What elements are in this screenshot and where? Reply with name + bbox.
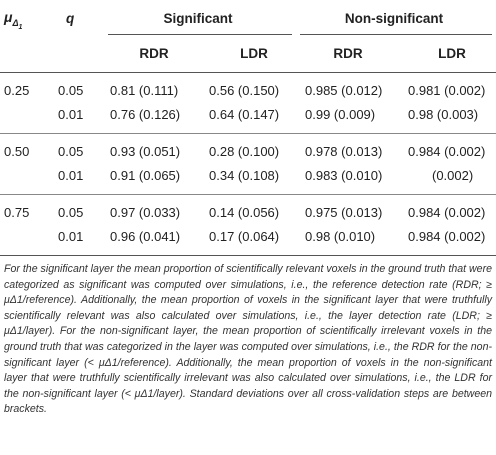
header-non-significant: Non-significant [344,11,444,26]
row-3-q: 0.01 [58,168,84,183]
row-4-non-ldr: 0.984 (0.002) [408,205,486,220]
group-rule-2 [0,194,496,195]
row-2-q: 0.05 [58,144,84,159]
row-5-non-ldr: 0.984 (0.002) [408,229,486,244]
row-4-mu: 0.75 [4,205,30,220]
row-4-non-rdr: 0.975 (0.013) [305,205,383,220]
row-0-non-ldr: 0.981 (0.002) [408,83,486,98]
row-0-q: 0.05 [58,83,84,98]
row-1-sig-ldr: 0.64 (0.147) [209,107,280,122]
header-significant: Significant [163,11,233,26]
row-0-mu: 0.25 [4,83,30,98]
table-footnote: For the significant layer the mean propo… [4,263,492,416]
row-1-q: 0.01 [58,107,84,122]
row-4-q: 0.05 [58,205,84,220]
table-bottom-rule [0,255,496,256]
row-5-non-rdr: 0.98 (0.010) [305,229,376,244]
row-4-sig-ldr: 0.14 (0.056) [209,205,280,220]
row-5-q: 0.01 [58,229,84,244]
header-sig-ldr: LDR [240,46,268,61]
row-2-non-rdr: 0.978 (0.013) [305,144,383,159]
row-2-sig-ldr: 0.28 (0.100) [209,144,280,159]
row-5-sig-ldr: 0.17 (0.064) [209,229,280,244]
row-1-non-rdr: 0.99 (0.009) [305,107,376,122]
group-underline-non-significant [300,34,492,35]
row-2-non-ldr: 0.984 (0.002) [408,144,486,159]
row-1-sig-rdr: 0.76 (0.126) [110,107,181,122]
row-3-sig-ldr: 0.34 (0.108) [209,168,280,183]
row-3-sig-rdr: 0.91 (0.065) [110,168,181,183]
row-1-non-ldr: 0.98 (0.003) [408,107,479,122]
header-q: q [66,11,75,26]
group-rule-1 [0,133,496,134]
header-mu: μΔ1 [4,9,23,31]
row-4-sig-rdr: 0.97 (0.033) [110,205,181,220]
row-5-sig-rdr: 0.96 (0.041) [110,229,181,244]
row-0-sig-ldr: 0.56 (0.150) [209,83,280,98]
row-0-non-rdr: 0.985 (0.012) [305,83,383,98]
group-underline-significant [108,34,292,35]
row-2-sig-rdr: 0.93 (0.051) [110,144,181,159]
row-0-sig-rdr: 0.81 (0.111) [110,83,179,98]
row-2-mu: 0.50 [4,144,30,159]
row-3-non-ldr: (0.002) [432,168,474,183]
header-sig-rdr: RDR [139,46,169,61]
header-non-ldr: LDR [438,46,466,61]
header-rule [0,72,496,73]
header-non-rdr: RDR [333,46,363,61]
row-3-non-rdr: 0.983 (0.010) [305,168,383,183]
